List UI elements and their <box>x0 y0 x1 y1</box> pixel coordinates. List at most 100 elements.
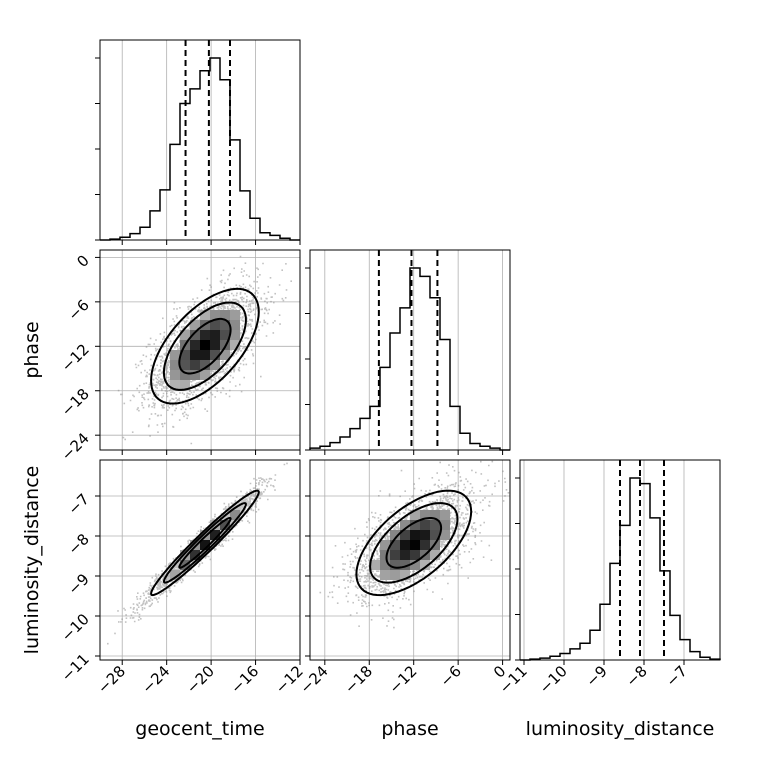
density-cell <box>400 540 410 550</box>
density-cell <box>190 330 200 340</box>
panel-2-0-frame <box>99 459 301 661</box>
density-cell <box>390 560 400 570</box>
density-cell <box>380 540 390 550</box>
density-cell <box>220 320 230 330</box>
density-cell <box>180 360 190 370</box>
density-cell <box>380 570 390 580</box>
x-tick-label: −28 <box>94 662 129 697</box>
y-tick-label: −10 <box>58 610 93 645</box>
axis-ticks <box>95 57 685 665</box>
density-cell <box>400 560 410 570</box>
density-cell <box>190 350 200 360</box>
x-tick-label: −7 <box>662 662 690 690</box>
density-cell <box>210 310 220 320</box>
density-cell <box>380 550 390 560</box>
contour-luminosity_distance-vs-phase <box>369 502 459 584</box>
density-cell <box>230 330 240 340</box>
density-cell <box>380 560 390 570</box>
y-tick-label: −12 <box>58 340 93 375</box>
density-cell <box>420 540 430 550</box>
x-tick-label: −6 <box>437 662 465 690</box>
contour-luminosity_distance-vs-phase <box>355 489 473 597</box>
density-cell <box>230 510 240 520</box>
density-cell <box>420 530 430 540</box>
density-cell <box>400 520 410 530</box>
density-cell <box>220 350 230 360</box>
density-cell <box>410 540 420 550</box>
panel-1-0-frame <box>99 249 301 451</box>
density-cell <box>230 320 240 330</box>
density-cell <box>420 560 430 570</box>
density-cell <box>200 360 210 370</box>
density-cell <box>400 570 410 580</box>
density-cell <box>420 520 430 530</box>
density-cell <box>400 530 410 540</box>
density-cell <box>210 530 220 540</box>
y-axis-label-phase: phase <box>21 321 43 378</box>
density-cell <box>200 530 210 540</box>
density-cell <box>410 550 420 560</box>
density-cell <box>200 370 210 380</box>
density-cell <box>440 520 450 530</box>
density-cell <box>180 550 190 560</box>
density-cell <box>430 550 440 560</box>
density-cell <box>430 510 440 520</box>
density-cell <box>410 530 420 540</box>
density-cell <box>190 550 200 560</box>
y-tick-label: −18 <box>58 385 93 420</box>
density-cell <box>370 560 380 570</box>
density-cell <box>180 350 190 360</box>
contour-phase-vs-geocent_time <box>150 287 260 405</box>
x-tick-label: −18 <box>341 662 376 697</box>
x-axis-label-geocent_time: geocent_time <box>135 718 264 740</box>
quantile-lines <box>184 40 665 660</box>
density-cell <box>410 510 420 520</box>
density-cell <box>170 380 180 390</box>
density-cell <box>220 310 230 320</box>
density-cell <box>400 550 410 560</box>
density-cell <box>410 560 420 570</box>
x-axis-label-luminosity_distance: luminosity_distance <box>526 718 715 740</box>
contour-lines <box>150 287 473 597</box>
x-tick-label: −24 <box>138 662 173 697</box>
density-cell <box>430 530 440 540</box>
density-cell <box>440 510 450 520</box>
y-tick-label: −24 <box>58 429 93 464</box>
density-cell <box>200 350 210 360</box>
density-cell <box>210 330 220 340</box>
contour-phase-vs-geocent_time <box>178 317 232 375</box>
density-cell <box>190 540 200 550</box>
density-cell <box>170 360 180 370</box>
density-cell <box>170 570 180 580</box>
y-tick-label: −6 <box>64 296 92 324</box>
density-cell <box>210 340 220 350</box>
y-tick-label: −8 <box>64 530 92 558</box>
density-cell <box>200 330 210 340</box>
density-cell <box>210 360 220 370</box>
density-cell <box>180 370 190 380</box>
density-cell <box>230 310 240 320</box>
contour-luminosity_distance-vs-geocent_time <box>150 489 260 597</box>
y-axis-label-luminosity_distance: luminosity_distance <box>21 466 43 655</box>
density-cell <box>410 520 420 530</box>
contour-luminosity_distance-vs-phase <box>385 517 443 569</box>
x-tick-label: −8 <box>622 662 650 690</box>
histogram-geocent_time <box>100 57 300 241</box>
x-axis-label-phase: phase <box>381 718 438 740</box>
density-cell <box>180 380 190 390</box>
panel-2-2-frame <box>519 459 721 661</box>
density-cell <box>390 550 400 560</box>
y-tick-label: −11 <box>58 650 93 685</box>
density-cell <box>420 510 430 520</box>
y-tick-label: −9 <box>64 570 92 598</box>
x-tick-label: −16 <box>227 662 262 697</box>
density-cell <box>200 340 210 350</box>
density-cell <box>190 360 200 370</box>
panel-2-1-frame <box>309 459 511 661</box>
x-tick-label: −9 <box>582 662 610 690</box>
x-tick-label: −20 <box>183 662 218 697</box>
density-cell <box>390 540 400 550</box>
density-cell <box>200 310 210 320</box>
density-cell <box>180 330 190 340</box>
